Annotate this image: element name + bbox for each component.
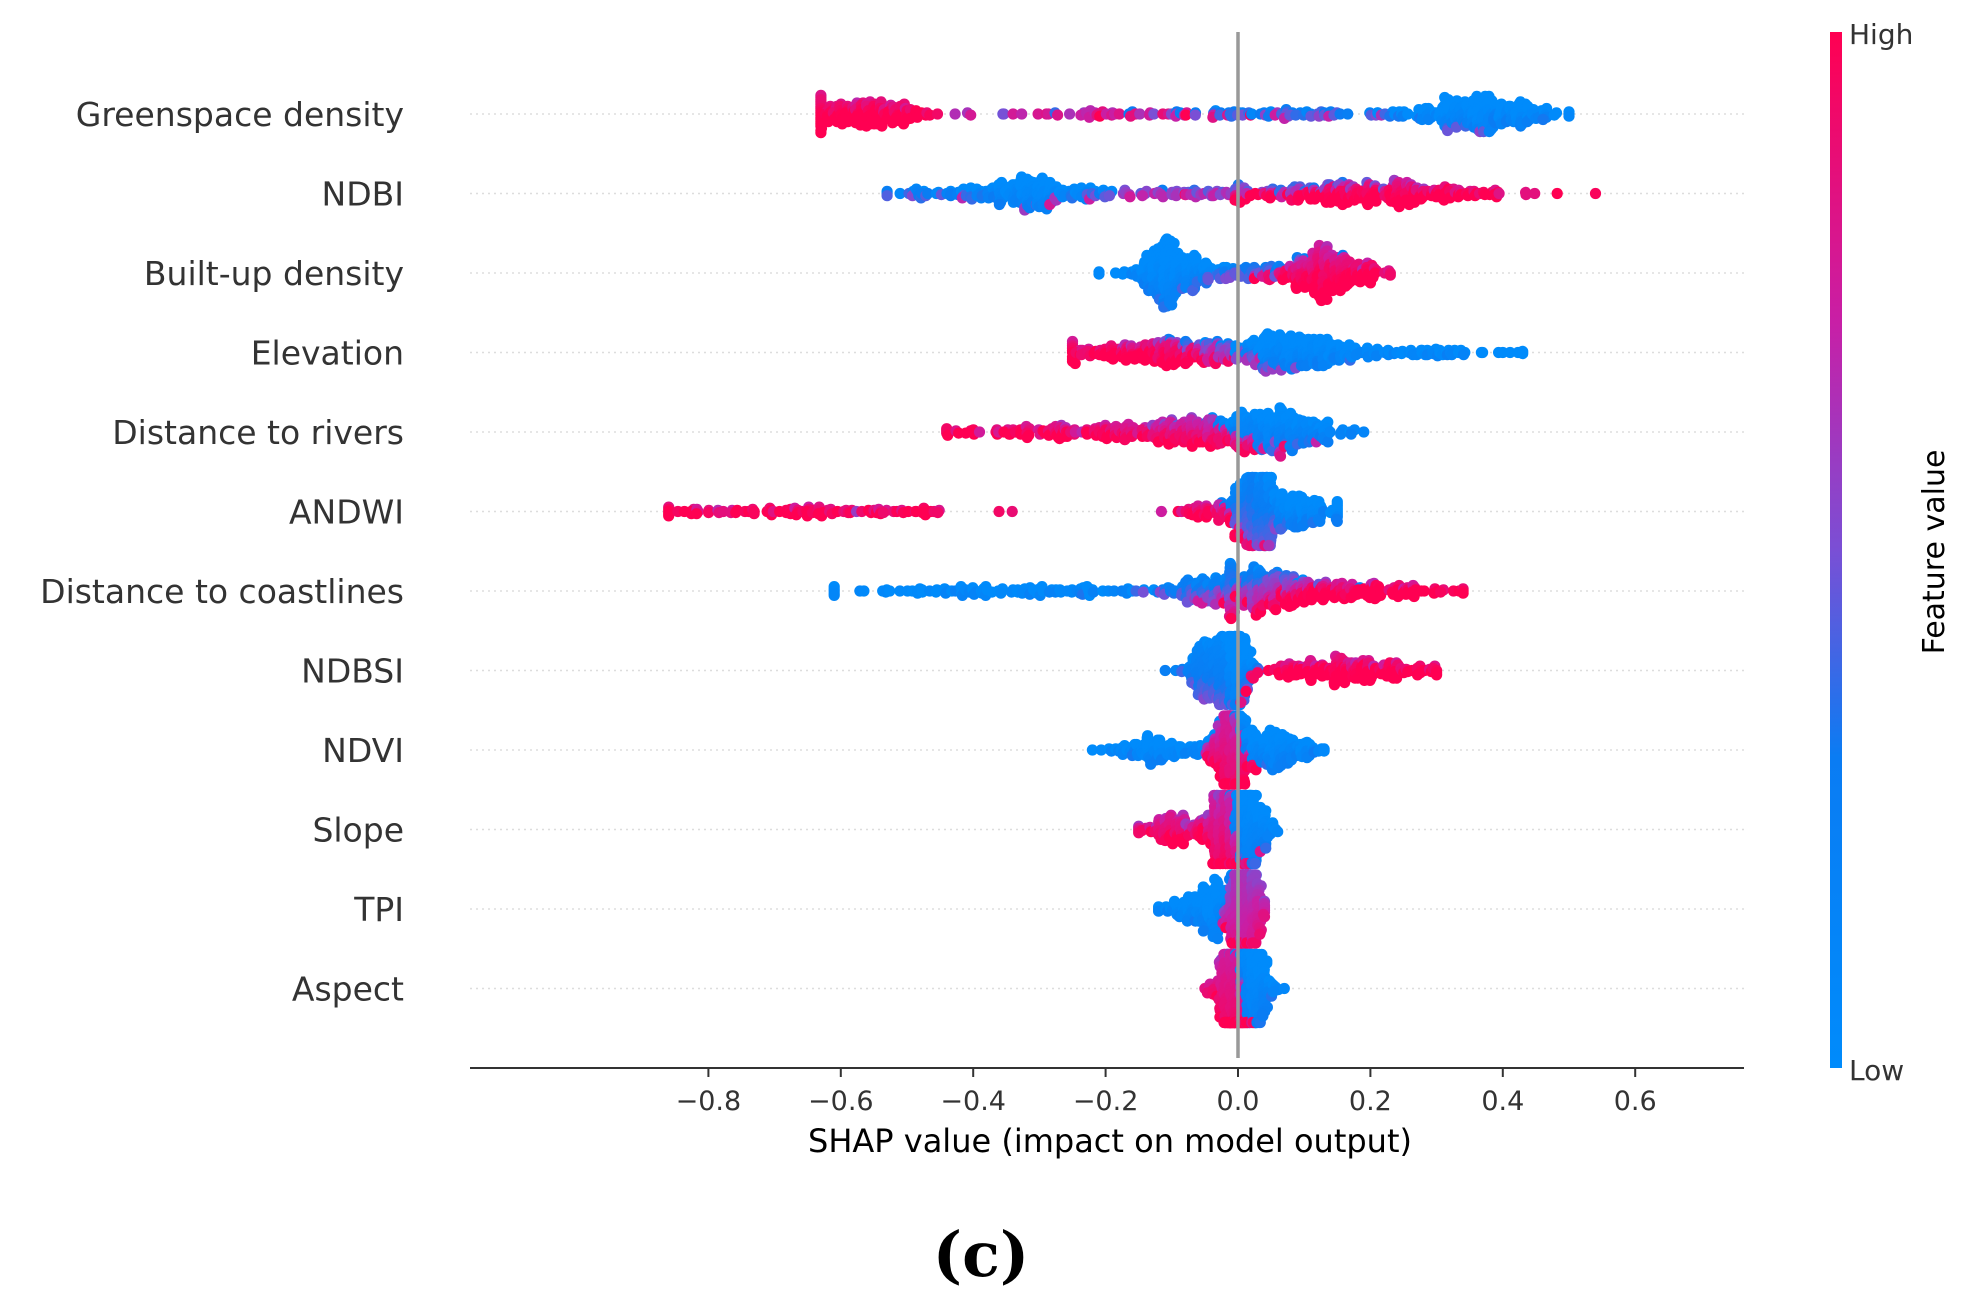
shap-dot (1263, 539, 1275, 552)
shap-dot (998, 108, 1010, 120)
shap-dot (881, 190, 893, 202)
shap-dot (1493, 187, 1505, 200)
shap-dot (1339, 280, 1352, 292)
shap-dot (949, 108, 961, 120)
shap-dot (1239, 778, 1251, 790)
shap-dot (1166, 299, 1178, 311)
shap-dot (1225, 612, 1237, 625)
shap-dot (1124, 191, 1136, 203)
shap-dot (1180, 109, 1192, 121)
shap-dot (1458, 349, 1470, 361)
shap-dot (877, 506, 890, 519)
feature-grid-lines (470, 113, 1744, 990)
shap-dot (1093, 268, 1105, 280)
shap-dot (1563, 110, 1575, 122)
shap-dot (1240, 685, 1252, 698)
shap-dot (1125, 110, 1137, 122)
shap-dot (1435, 586, 1447, 598)
shap-dot (1214, 109, 1226, 121)
shap-dot (1517, 348, 1529, 360)
shap-dot (1159, 664, 1171, 677)
shap-dot (1155, 505, 1167, 518)
shap-dot (1418, 585, 1430, 597)
shap-dot (932, 506, 944, 519)
shap-dot (1331, 515, 1343, 528)
shap-dot (1529, 187, 1541, 200)
shap-dot (965, 109, 977, 121)
shap-dot (1321, 293, 1333, 305)
shap-dot (1134, 108, 1146, 120)
shap-dot (1520, 189, 1532, 201)
shap-dot (1136, 190, 1148, 202)
shap-dot (1021, 431, 1033, 444)
shap-dot (1335, 428, 1347, 440)
shap-dot (1103, 190, 1115, 202)
shap-dot (993, 198, 1006, 211)
shap-dot (1457, 587, 1469, 599)
shap-dot (1322, 436, 1334, 448)
shap-dot (1064, 108, 1076, 120)
shap-dot (1589, 187, 1602, 200)
shap-dot (1345, 428, 1357, 440)
shap-dot (1137, 586, 1149, 598)
shap-dot (1052, 109, 1064, 121)
shap-dot (993, 505, 1005, 518)
shap-dot (1537, 113, 1549, 126)
shap-dot (858, 585, 870, 597)
shap-dot (1187, 285, 1199, 297)
shap-dot (1157, 191, 1169, 203)
shap-dot (1252, 667, 1264, 679)
shap-dot (1016, 108, 1028, 120)
shap-dot (691, 508, 703, 520)
shap-dot (1314, 515, 1326, 528)
shap-dot (884, 585, 896, 597)
shap-dot (1483, 126, 1495, 138)
shap-dot (1431, 669, 1443, 681)
shap-dot (1069, 357, 1081, 370)
shap-dot (1270, 604, 1282, 616)
shap-dot (1113, 108, 1125, 120)
shap-dot (1290, 109, 1302, 121)
shap-dot (1358, 426, 1370, 438)
shap-dot (894, 187, 906, 200)
shap-dot (1202, 274, 1214, 286)
shap-dot (1179, 357, 1192, 370)
shap-dots (663, 89, 1602, 1029)
shap-dot (1324, 426, 1336, 438)
shap-dot (1384, 269, 1396, 281)
shap-dot (815, 127, 827, 139)
shap-dot (1477, 346, 1489, 359)
shap-dot (1246, 108, 1258, 120)
shap-dot (1007, 108, 1019, 120)
shap-dot (922, 187, 934, 200)
shap-dot (1006, 505, 1018, 518)
shap-dot (828, 589, 840, 602)
shap-dot (1318, 745, 1330, 757)
shap-dot (1548, 109, 1560, 121)
shap-dot (1274, 450, 1287, 462)
shap-dot (973, 426, 986, 438)
shap-dot (1189, 109, 1201, 121)
shap-dot (1148, 108, 1160, 120)
shap-dot (748, 508, 760, 520)
shap-dot (1402, 108, 1414, 120)
shap-dot (995, 587, 1007, 599)
shap-dot (1367, 271, 1379, 283)
shap-dot (1032, 108, 1044, 120)
shap-dot (703, 506, 715, 519)
shap-dot (1551, 187, 1563, 200)
shap-dot (1342, 108, 1354, 120)
shap-dot (931, 108, 944, 120)
